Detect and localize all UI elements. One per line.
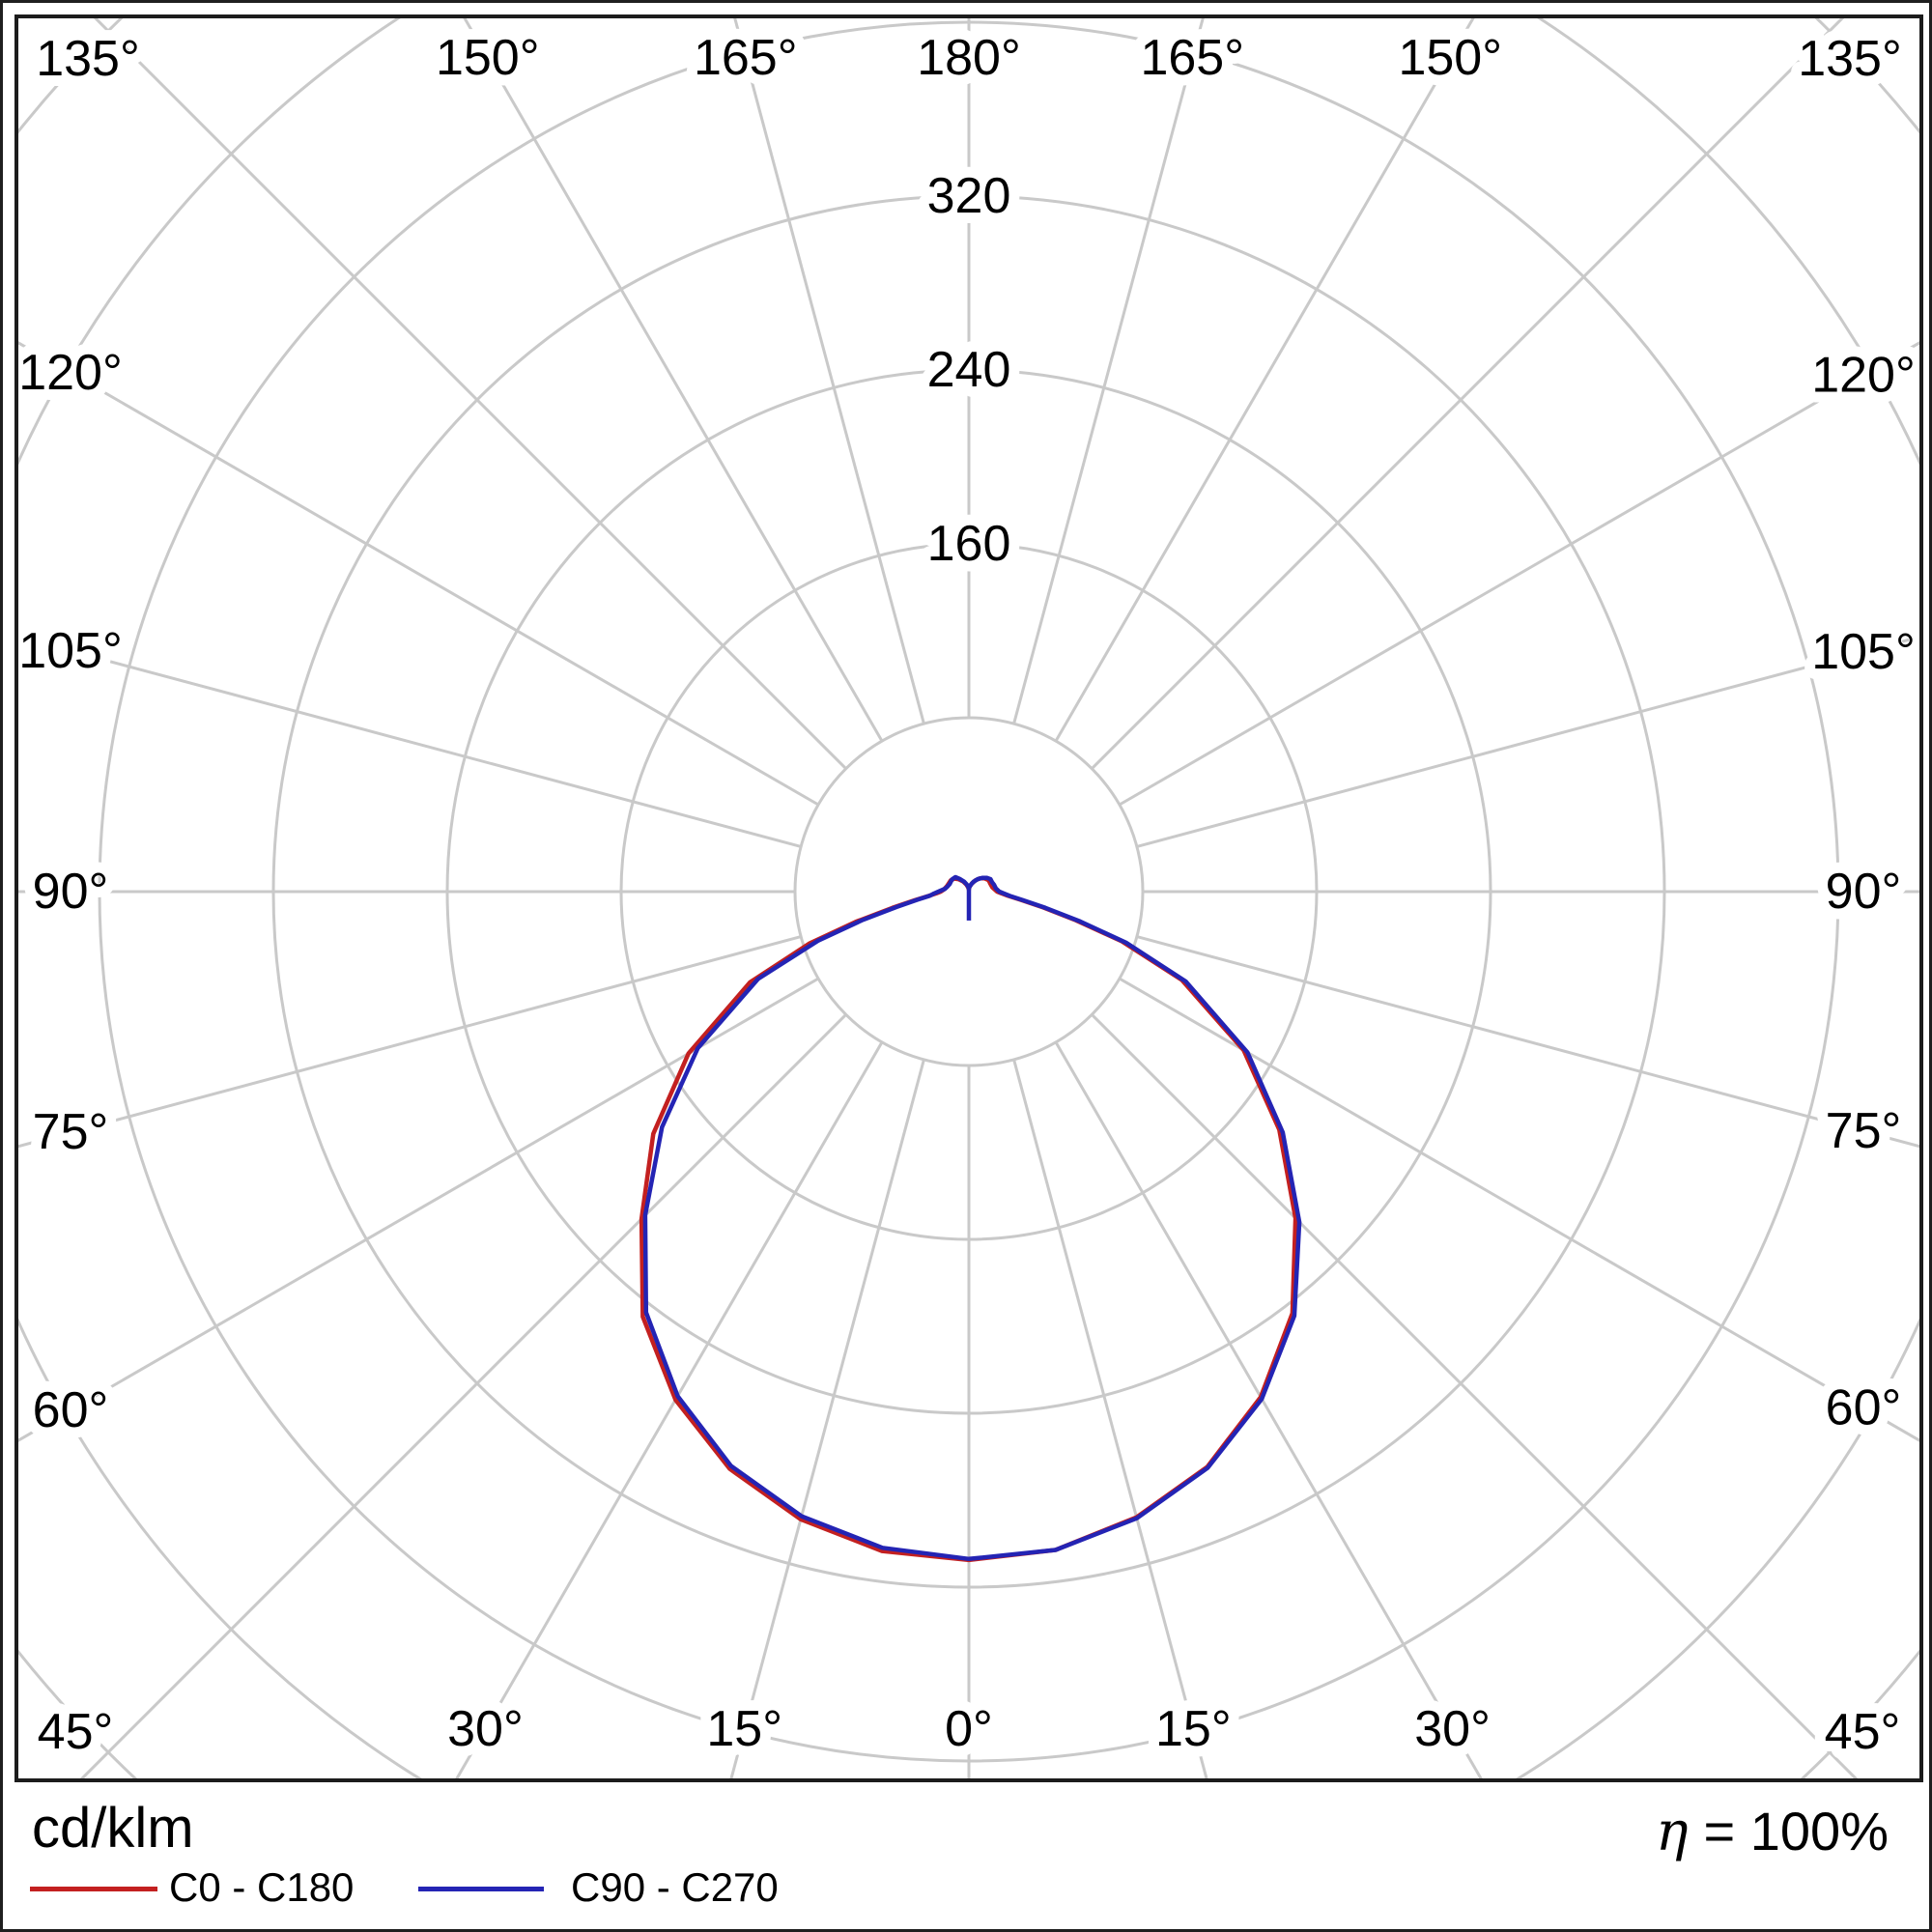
polar-grid-radial	[463, 18, 884, 742]
polar-grid-radial	[18, 977, 819, 1442]
plot-clip-group: 0° 15° 15° 30° 30° 45° 45° 60° 60° 75° 75° 90° 90° 10…	[18, 18, 1919, 1778]
angle-label: 165°	[1140, 30, 1244, 86]
polar-plot-area: 0° 15° 15° 30° 30° 45° 45° 60° 60° 75° 75° 90° 90° 10…	[3, 3, 1929, 1929]
polar-grid-radial	[1012, 1059, 1208, 1778]
polar-grid-radial	[1119, 341, 1919, 807]
angle-label: 105°	[1811, 624, 1916, 680]
angle-label: 60°	[1826, 1380, 1902, 1436]
radial-units-label: cd/klm	[32, 1797, 194, 1860]
angle-label: 90°	[1826, 864, 1902, 920]
angle-label: 120°	[18, 345, 123, 401]
angle-label: 15°	[706, 1701, 782, 1757]
polar-grid-radial	[18, 341, 819, 807]
legend-label-c90-c270: C90 - C270	[571, 1864, 779, 1910]
legend-label-c0-c180: C0 - C180	[169, 1864, 355, 1910]
angle-label: 75°	[33, 1104, 109, 1160]
radial-tick-label: 240	[927, 342, 1011, 398]
angle-label: 90°	[33, 864, 109, 920]
angle-label: 150°	[436, 30, 540, 86]
angle-label: 120°	[1811, 347, 1916, 403]
angle-label: 45°	[38, 1704, 114, 1760]
legend-swatch-c90-c270	[418, 1887, 544, 1891]
polar-grid-radial	[93, 18, 847, 770]
polar-grid-radial	[18, 635, 802, 848]
polar-grid-radial	[733, 18, 925, 724]
efficiency-readout: η = 100%	[1656, 1802, 1889, 1862]
polar-grid-radial	[1136, 935, 1919, 1149]
radial-tick-label: 320	[927, 168, 1011, 224]
polar-grid-radial	[455, 1041, 884, 1778]
angle-label: 135°	[1798, 31, 1902, 87]
polar-grid-radial	[79, 1013, 847, 1778]
angle-label: 30°	[447, 1701, 524, 1757]
angle-label: 15°	[1155, 1701, 1232, 1757]
radial-tick-label: 160	[927, 516, 1011, 572]
legend-swatch-c0-c180	[30, 1887, 157, 1891]
eta-symbol: η	[1655, 1801, 1689, 1863]
angle-label: 105°	[18, 623, 123, 679]
angle-label: 135°	[36, 31, 140, 87]
polar-grid-radial	[1054, 18, 1475, 742]
angle-label: 30°	[1414, 1701, 1491, 1757]
curve-c90-c270	[642, 874, 1302, 1562]
angle-label: 60°	[33, 1382, 109, 1438]
polar-grid-radial	[1119, 977, 1919, 1442]
polar-chart: 0° 15° 15° 30° 30° 45° 45° 60° 60° 75° 75° 90° 90° 10…	[14, 14, 1923, 1782]
angle-label: 75°	[1826, 1103, 1902, 1159]
polar-grid-radial	[729, 1059, 925, 1778]
angle-label: 180°	[917, 30, 1021, 86]
polar-grid-radial	[18, 935, 802, 1149]
polar-grid-radial	[1012, 18, 1205, 724]
plot-frame	[14, 14, 1923, 1782]
polar-grid-radial	[1091, 18, 1845, 770]
polar-grid-radial	[1054, 1041, 1483, 1778]
polar-grid-radial	[1136, 635, 1919, 848]
efficiency-value: = 100%	[1703, 1801, 1889, 1861]
polar-grid-radial	[1091, 1013, 1859, 1778]
angle-label: 0°	[945, 1701, 993, 1757]
angle-label: 165°	[694, 30, 798, 86]
angle-label: 150°	[1398, 30, 1502, 86]
polar-grid	[18, 18, 1919, 1778]
angle-label: 45°	[1825, 1704, 1901, 1760]
